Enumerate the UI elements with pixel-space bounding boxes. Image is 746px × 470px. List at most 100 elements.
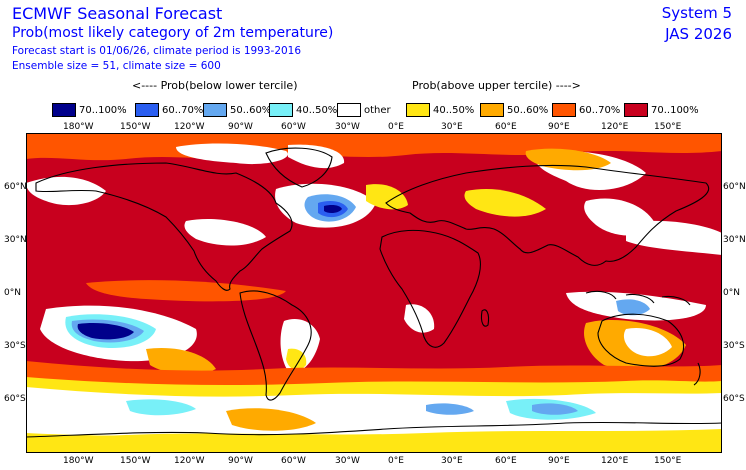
lat-tick-label: 30°N — [723, 235, 746, 245]
legend-label: 70..100% — [651, 104, 699, 116]
legend-item: 50..60% — [203, 103, 271, 117]
legend-label: 70..100% — [79, 104, 127, 116]
south-pacific-deep — [77, 322, 134, 340]
new-zealand-coast — [693, 362, 701, 386]
lon-tick-label: 150°E — [654, 456, 682, 466]
legend-swatch — [52, 103, 76, 117]
legend-item: other — [337, 103, 391, 117]
legend-swatch — [135, 103, 159, 117]
antarctic-yellow-strip — [26, 433, 722, 453]
australia-coast — [597, 313, 685, 367]
antarctic-orange — [226, 408, 316, 431]
kazakh-yellow — [464, 189, 546, 217]
lon-tick-label: 60°E — [495, 456, 517, 466]
probability-fields — [26, 133, 722, 453]
system-label: System 5 — [661, 4, 732, 22]
legend-title-below: <---- Prob(below lower tercile) — [132, 79, 298, 92]
lon-tick-label: 180°W — [63, 456, 94, 466]
probability-map — [26, 133, 722, 453]
lon-tick-label: 30°E — [441, 456, 463, 466]
legend-swatch — [480, 103, 504, 117]
greenland-white — [288, 144, 345, 169]
legend-swatch — [337, 103, 361, 117]
legend-item: 50..60% — [480, 103, 548, 117]
equatorial-east-pacific — [86, 280, 286, 302]
lon-tick-label: 0°E — [388, 122, 404, 132]
antarctica-coast — [26, 421, 722, 438]
map-canvas — [26, 133, 722, 453]
lon-tick-label: 60°W — [281, 122, 306, 132]
legend-item: 40..50% — [269, 103, 337, 117]
greenland-coast — [265, 147, 333, 188]
lon-tick-label: 90°E — [548, 456, 570, 466]
north-america-coast — [35, 162, 293, 291]
legend-label: 60..70% — [579, 104, 621, 116]
southern-white-band — [26, 387, 722, 436]
lon-tick-label: 90°E — [548, 122, 570, 132]
legend-label: other — [364, 104, 391, 116]
lon-tick-label: 120°E — [601, 456, 629, 466]
lat-tick-label: 60°N — [723, 182, 746, 192]
southern-light-2 — [532, 403, 578, 415]
season-label: JAS 2026 — [665, 25, 732, 43]
legend-swatch — [203, 103, 227, 117]
legend-label: 40..50% — [296, 104, 338, 116]
legend-swatch — [624, 103, 648, 117]
south-america-yellow — [286, 348, 307, 371]
legend-swatch — [406, 103, 430, 117]
lon-tick-label: 30°W — [335, 122, 360, 132]
siberia-orange — [525, 148, 611, 171]
legend-label: 60..70% — [162, 104, 204, 116]
forecast-info: Forecast start is 01/06/26, climate peri… — [12, 45, 302, 57]
legend-item: 70..100% — [624, 103, 699, 117]
lon-tick-label: 180°W — [63, 122, 94, 132]
maritime-light — [616, 299, 650, 316]
africa-coast — [379, 229, 481, 348]
north-pacific-white — [626, 220, 722, 255]
south-africa-white — [404, 304, 435, 333]
lon-tick-label: 60°E — [495, 122, 517, 132]
map-frame — [26, 133, 722, 453]
n-atlantic-cold-deep — [324, 205, 342, 214]
legend-item: 40..50% — [406, 103, 474, 117]
map-title: ECMWF Seasonal Forecast — [12, 4, 223, 23]
lon-tick-label: 60°W — [281, 456, 306, 466]
east-pacific-white — [184, 218, 266, 246]
legend-label: 50..60% — [507, 104, 549, 116]
arctic-white — [176, 143, 288, 165]
color-legend: 70..100% 60..70% 50..60% 40..50% other 40..50… — [52, 103, 712, 119]
lat-tick-label: 60°S — [723, 394, 745, 404]
lon-tick-label: 120°W — [174, 122, 205, 132]
lon-tick-label: 0°E — [388, 456, 404, 466]
lat-tick-label: 0°N — [4, 288, 21, 298]
lon-tick-label: 150°W — [120, 122, 151, 132]
lat-tick-label: 30°S — [723, 341, 745, 351]
legend-item: 70..100% — [52, 103, 127, 117]
legend-item: 60..70% — [552, 103, 620, 117]
lon-tick-label: 90°W — [228, 122, 253, 132]
southern-light-1 — [426, 403, 474, 415]
lon-tick-label: 30°E — [441, 122, 463, 132]
legend-swatch — [269, 103, 293, 117]
australia-white — [623, 327, 672, 357]
lon-tick-label: 30°W — [335, 456, 360, 466]
legend-label: 40..50% — [433, 104, 475, 116]
map-subtitle: Prob(most likely category of 2m temperat… — [12, 25, 334, 41]
madagascar-coast — [480, 309, 490, 327]
legend-swatch — [552, 103, 576, 117]
lat-tick-label: 30°S — [4, 341, 26, 351]
lon-tick-label: 90°W — [228, 456, 253, 466]
lon-tick-label: 150°W — [120, 456, 151, 466]
lon-tick-label: 120°E — [601, 122, 629, 132]
legend-title-above: Prob(above upper tercile) ----> — [412, 79, 581, 92]
lon-tick-label: 120°W — [174, 456, 205, 466]
south-america-coast — [239, 290, 312, 401]
south-pacific-orange — [146, 347, 216, 375]
lat-tick-label: 60°S — [4, 394, 26, 404]
n-atlantic-yellow — [366, 184, 408, 210]
eurasia-coast — [385, 164, 709, 266]
lat-tick-label: 0°N — [723, 288, 740, 298]
lat-tick-label: 30°N — [4, 235, 27, 245]
maritime-islands — [585, 290, 691, 306]
lat-tick-label: 60°N — [4, 182, 27, 192]
